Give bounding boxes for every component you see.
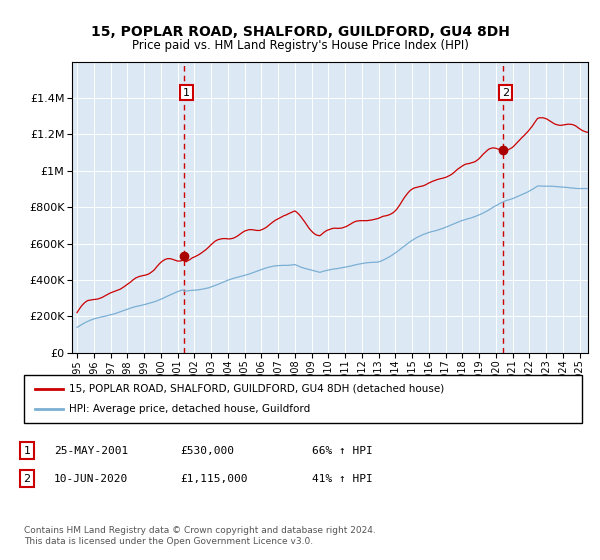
Text: 1: 1	[23, 446, 31, 456]
Text: 41% ↑ HPI: 41% ↑ HPI	[312, 474, 373, 484]
Text: 15, POPLAR ROAD, SHALFORD, GUILDFORD, GU4 8DH: 15, POPLAR ROAD, SHALFORD, GUILDFORD, GU…	[91, 25, 509, 39]
Text: 2: 2	[23, 474, 31, 484]
Text: Contains HM Land Registry data © Crown copyright and database right 2024.
This d: Contains HM Land Registry data © Crown c…	[24, 526, 376, 546]
Text: 1: 1	[183, 87, 190, 97]
Text: Price paid vs. HM Land Registry's House Price Index (HPI): Price paid vs. HM Land Registry's House …	[131, 39, 469, 52]
Text: £1,115,000: £1,115,000	[180, 474, 248, 484]
FancyBboxPatch shape	[24, 375, 582, 423]
Text: 15, POPLAR ROAD, SHALFORD, GUILDFORD, GU4 8DH (detached house): 15, POPLAR ROAD, SHALFORD, GUILDFORD, GU…	[68, 384, 444, 394]
Text: £530,000: £530,000	[180, 446, 234, 456]
Text: 10-JUN-2020: 10-JUN-2020	[54, 474, 128, 484]
Text: 66% ↑ HPI: 66% ↑ HPI	[312, 446, 373, 456]
Text: 2: 2	[502, 87, 509, 97]
Text: 25-MAY-2001: 25-MAY-2001	[54, 446, 128, 456]
Text: HPI: Average price, detached house, Guildford: HPI: Average price, detached house, Guil…	[68, 404, 310, 414]
